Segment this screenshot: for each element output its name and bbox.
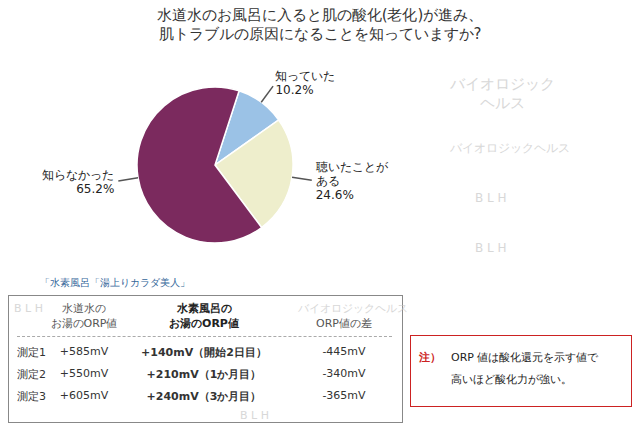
html-text:水素風呂の: 水素風呂の (176, 302, 232, 315)
html-text:-365mV: -365mV (322, 389, 366, 402)
svg-text:知っていた10.2%: 知っていた10.2% (275, 69, 335, 97)
html-text:肌トラブルの原因になることを知っていますか?: 肌トラブルの原因になることを知っていますか? (158, 25, 482, 43)
html-text:注）: 注） (419, 351, 441, 364)
html-text:B L H: B L H (14, 302, 43, 315)
svg-text:知らなかった65.2%: 知らなかった65.2% (42, 168, 114, 196)
html-text:測定1: 測定1 (17, 346, 46, 359)
html-text:+585mV: +585mV (59, 345, 109, 358)
html-text:高いほど酸化力が強い。: 高いほど酸化力が強い。 (451, 373, 572, 386)
html-text:バイオロジック: バイオロジック (450, 75, 555, 93)
html-text:測定2: 測定2 (17, 368, 46, 381)
html-text:ヘルス: ヘルス (480, 94, 525, 112)
html-text:ORP 値は酸化還元を示す値で: ORP 値は酸化還元を示す値で (451, 351, 599, 364)
html-text:水道水のお風呂に入ると肌の酸化(老化)が進み、: 水道水のお風呂に入ると肌の酸化(老化)が進み、 (156, 6, 484, 24)
html-text:+240mV（3か月目）: +240mV（3か月目） (146, 390, 262, 403)
html-text:ORP値の差: ORP値の差 (316, 317, 372, 330)
svg-text:聴いたことがある24.6%: 聴いたことがある24.6% (316, 160, 389, 202)
html-text:測定3: 測定3 (17, 390, 46, 403)
html-text:お湯のORP値: お湯のORP値 (50, 317, 118, 330)
html-text:バイオロジックヘルス: バイオロジックヘルス (298, 302, 408, 315)
html-text:B L H: B L H (240, 409, 269, 422)
html-text:「水素風呂「湯上りカラダ美人」: 「水素風呂「湯上りカラダ美人」 (40, 277, 190, 288)
html-text:-445mV: -445mV (322, 345, 366, 358)
html-text:+140mV（開始2日目）: +140mV（開始2日目） (141, 346, 267, 359)
html-text:+550mV: +550mV (59, 367, 109, 380)
html-text:バイオロジックヘルス: バイオロジックヘルス (450, 141, 570, 155)
html-text:お湯のORP値: お湯のORP値 (169, 317, 239, 330)
html-text:B L H: B L H (475, 241, 507, 255)
html-text:B L H: B L H (475, 191, 507, 205)
html-text:+605mV: +605mV (59, 389, 109, 402)
html-text:-340mV: -340mV (322, 367, 366, 380)
html-text:+210mV（1か月目）: +210mV（1か月目） (146, 368, 262, 381)
html-text:水道水の: 水道水の (62, 302, 106, 315)
